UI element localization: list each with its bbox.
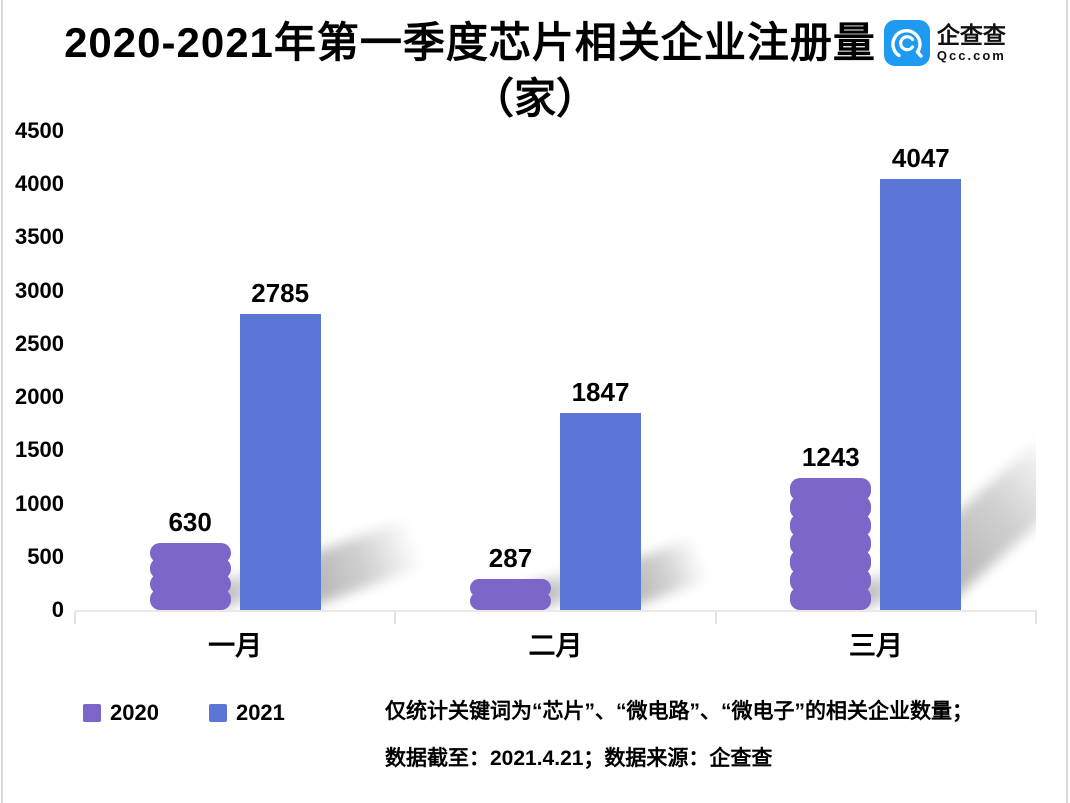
qcc-logo-domain: Qcc.com (936, 48, 1006, 64)
bar-segment (790, 532, 872, 556)
bar-segment (470, 592, 551, 610)
legend-swatch (83, 704, 101, 722)
y-axis-label: 1500 (15, 437, 64, 463)
y-axis-label: 0 (51, 597, 64, 622)
bar-segment (790, 568, 872, 592)
bar-segment (790, 586, 872, 610)
footnote-line1: 仅统计关键词为“芯片”、“微电路”、“微电子”的相关企业数量； (385, 700, 973, 723)
legend: 2020 2021 (83, 700, 285, 726)
chart-title: 2020-2021年第一季度芯片相关企业注册量 (64, 19, 876, 66)
legend-item: 2020 (83, 700, 159, 726)
value-label: 287 (488, 543, 533, 574)
value-label: 1243 (801, 441, 860, 472)
value-label: 630 (168, 506, 212, 537)
legend-label: 2020 (110, 700, 159, 725)
x-axis-tick (74, 611, 76, 624)
bar-2021 (239, 313, 321, 610)
y-axis-label: 1000 (15, 490, 64, 516)
left-frame-line (1, 0, 3, 803)
y-axis-label: 4000 (15, 171, 64, 197)
bar-segment (790, 477, 872, 501)
legend-swatch (208, 704, 227, 722)
qcc-logo-icon (883, 20, 930, 66)
y-axis-label: 4500 (15, 118, 64, 143)
bar-segment (149, 558, 231, 579)
value-label: 2785 (251, 277, 310, 308)
y-axis-label: 2500 (15, 330, 64, 356)
value-label: 4047 (891, 143, 950, 174)
bar-segment (790, 495, 872, 520)
x-axis-tick (1035, 611, 1037, 624)
y-axis-label: 500 (27, 543, 64, 569)
y-axis-label: 3000 (15, 277, 64, 303)
bar-segment (149, 589, 231, 610)
y-axis-label: 2000 (15, 384, 64, 410)
x-axis-label: 二月 (528, 631, 583, 661)
chart-title-unit: （家） (471, 75, 598, 122)
bar-segment (149, 573, 231, 595)
chart-header: 2020-2021年第一季度芯片相关企业注册量 企查查 Qcc.com （家） (0, 16, 1070, 126)
x-axis-line (75, 610, 1037, 612)
value-label: 1847 (571, 377, 630, 408)
x-axis-label: 一月 (208, 631, 263, 661)
bar-2021 (560, 413, 641, 610)
footnote: 仅统计关键词为“芯片”、“微电路”、“微电子”的相关企业数量； 数据截至：202… (385, 688, 973, 782)
legend-label: 2021 (235, 700, 285, 725)
y-axis-label: 3500 (15, 224, 64, 250)
qcc-logo: 企查查 Qcc.com (883, 20, 1006, 66)
plot-area: 630 2785 287 1847 1243 4047 (75, 131, 1036, 610)
qcc-logo-name: 企查查 (936, 22, 1006, 49)
right-frame-line (1066, 0, 1068, 803)
bar-segment (790, 514, 872, 538)
bar-2020 (790, 477, 872, 610)
bar-2020 (470, 579, 551, 610)
x-axis-tick (394, 611, 397, 624)
bar-2021 (880, 179, 962, 610)
bar-segment (790, 550, 872, 574)
bar-2020 (149, 542, 231, 610)
bar-segment (149, 542, 231, 564)
x-axis-tick (714, 611, 717, 624)
footnote-line2: 数据截至：2021.4.21；数据来源：企查查 (385, 747, 773, 770)
legend-item: 2021 (208, 700, 285, 726)
x-axis-label: 三月 (848, 631, 903, 661)
